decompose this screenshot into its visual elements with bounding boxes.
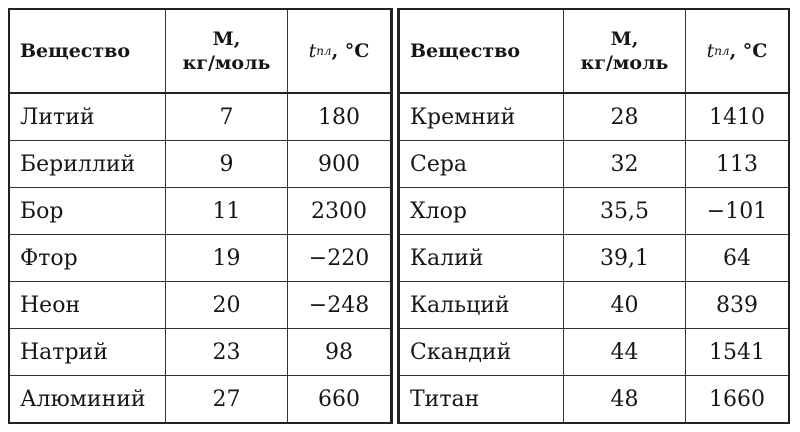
substance-cell: Кремний [400,94,564,140]
molar-mass-cell: 19 [166,235,288,281]
melting-temp-cell: −220 [308,245,370,271]
molar-mass-cell: 7 [166,94,288,140]
molar-mass-cell: 28 [564,94,686,140]
header-substance: Вещество [400,10,564,92]
substance-cell: Кальций [400,282,564,328]
molar-mass-cell: 20 [166,282,288,328]
melting-temp-cell: 1660 [709,387,765,412]
table-row: Кальций 40 839 [400,282,788,329]
table-row: Бор 11 2300 [10,188,390,235]
table-row: Хлор 35,5 −101 [400,188,788,235]
header-temp-subscript: пл [714,44,730,58]
table-row: Калий 39,1 64 [400,235,788,282]
melting-temp-cell: 1541 [709,339,765,365]
table-row: Алюминий 27 660 [10,376,390,423]
substance-cell: Фтор [10,235,166,281]
melting-temp-cell: 98 [325,339,353,365]
molar-mass-cell: 40 [564,282,686,328]
molar-mass-cell: 44 [564,329,686,375]
table-row: Неон 20 −248 [10,282,390,329]
melting-temp-cell: 839 [716,292,758,318]
header-temp-subscript: пл [316,44,332,58]
table-row: Натрий 23 98 [10,329,390,376]
header-temp-symbol: t [706,40,715,62]
substance-cell: Натрий [10,329,166,375]
header-substance-label: Вещество [20,40,131,62]
substance-cell: Сера [400,141,564,187]
table-row: Титан 48 1660 [400,376,788,423]
header-temp-symbol: t [308,40,317,62]
right-table: Вещество M, кг/моль t пл, °C Кремний 28 141… [398,8,790,424]
melting-temp-cell: 2300 [311,198,367,224]
table-row: Фтор 19 −220 [10,235,390,282]
header-melting-temp: t пл, °C [288,10,390,92]
header-molar-mass-symbol: M, [212,28,241,50]
substance-cell: Неон [10,282,166,328]
molar-mass-cell: 11 [166,188,288,234]
table-row: Литий 7 180 [10,94,390,141]
header-melting-temp: t пл, °C [686,10,788,92]
melting-temp-cell: 113 [716,151,758,177]
header-molar-mass-unit: кг/моль [182,52,271,74]
substance-cell: Титан [400,376,564,423]
header-substance: Вещество [10,10,166,92]
molar-mass-cell: 9 [166,141,288,187]
substance-cell: Скандий [400,329,564,375]
header-substance-label: Вещество [410,40,521,62]
substance-cell: Литий [10,94,166,140]
molar-mass-cell: 39,1 [564,235,686,281]
molar-mass-cell: 23 [166,329,288,375]
table-divider [392,8,398,424]
substance-cell: Бериллий [10,141,166,187]
melting-temp-cell: 1410 [709,104,765,130]
substance-cell: Бор [10,188,166,234]
table-row: Сера 32 113 [400,141,788,188]
table-row: Кремний 28 1410 [400,94,788,141]
header-temp-unit: , °C [331,40,370,62]
left-table: Вещество M, кг/моль t пл, °C Литий 7 180 Бер… [8,8,392,424]
melting-temp-cell: 64 [723,245,751,271]
header-molar-mass-symbol: M, [610,28,639,50]
header-temp-unit: , °C [729,40,768,62]
header-row: Вещество M, кг/моль t пл, °C [10,10,390,94]
table-row: Бериллий 9 900 [10,141,390,188]
melting-temp-cell: 660 [318,387,360,412]
molar-mass-cell: 32 [564,141,686,187]
substance-cell: Алюминий [10,376,166,423]
header-molar-mass: M, кг/моль [564,10,686,92]
substance-cell: Калий [400,235,564,281]
header-molar-mass-unit: кг/моль [580,52,669,74]
substance-cell: Хлор [400,188,564,234]
melting-temp-cell: 180 [318,104,360,130]
melting-temp-cell: 900 [318,151,360,177]
molar-mass-cell: 35,5 [564,188,686,234]
header-molar-mass: M, кг/моль [166,10,288,92]
molar-mass-cell: 48 [564,376,686,423]
melting-temp-cell: −101 [706,198,768,224]
molar-mass-cell: 27 [166,376,288,423]
header-row: Вещество M, кг/моль t пл, °C [400,10,788,94]
table-row: Скандий 44 1541 [400,329,788,376]
melting-temp-cell: −248 [308,292,370,318]
